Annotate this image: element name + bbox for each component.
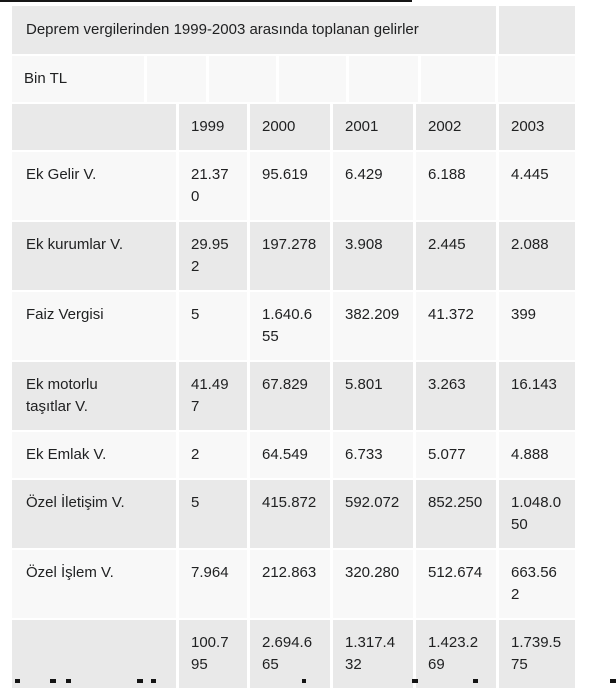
row-label: Ek Emlak V. xyxy=(12,432,176,478)
clipped-text-fragment xyxy=(302,679,306,683)
value-cell: 5.077 xyxy=(416,432,496,478)
value-cell: 41.497 xyxy=(179,362,247,430)
empty-cell xyxy=(209,56,276,102)
clipped-text-fragment xyxy=(610,679,616,683)
value-cell: 512.674 xyxy=(416,550,496,618)
value-cell: 2.088 xyxy=(499,222,575,290)
value-cell: 21.370 xyxy=(179,152,247,220)
year-header-2003: 2003 xyxy=(499,104,575,150)
value-cell: 64.549 xyxy=(250,432,330,478)
row-label: Faiz Vergisi xyxy=(12,292,176,360)
total-cell: 100.795 xyxy=(179,620,247,688)
row-label: Ek motorlu taşıtlar V. xyxy=(12,362,176,430)
total-cell: 2.694.665 xyxy=(250,620,330,688)
value-cell: 6.188 xyxy=(416,152,496,220)
clipped-text-fragment xyxy=(151,679,156,683)
clipped-text-fragment xyxy=(412,679,418,683)
year-header-2002: 2002 xyxy=(416,104,496,150)
value-cell: 16.143 xyxy=(499,362,575,430)
total-cell: 1.317.432 xyxy=(333,620,413,688)
value-cell: 382.209 xyxy=(333,292,413,360)
empty-cell xyxy=(498,56,575,102)
value-cell: 320.280 xyxy=(333,550,413,618)
value-cell: 399 xyxy=(499,292,575,360)
clipped-text-fragment xyxy=(137,679,143,683)
total-cell: 1.423.269 xyxy=(416,620,496,688)
table-row-ozel-islem: Özel İşlem V. 7.964 212.863 320.280 512.… xyxy=(12,550,575,618)
table-row-ek-gelir: Ek Gelir V. 21.370 95.619 6.429 6.188 4.… xyxy=(12,152,575,220)
clipped-text-fragment xyxy=(66,679,71,683)
value-cell: 3.263 xyxy=(416,362,496,430)
empty-cell xyxy=(421,56,495,102)
value-cell: 5.801 xyxy=(333,362,413,430)
value-cell: 212.863 xyxy=(250,550,330,618)
row-label: Ek Gelir V. xyxy=(12,152,176,220)
table-row-ek-motorlu-tasitlar: Ek motorlu taşıtlar V. 41.497 67.829 5.8… xyxy=(12,362,575,430)
clipped-text-fragment xyxy=(15,679,20,683)
value-cell: 1.640.655 xyxy=(250,292,330,360)
unit-label-cell: Bin TL xyxy=(12,56,144,102)
value-cell: 197.278 xyxy=(250,222,330,290)
value-cell: 67.829 xyxy=(250,362,330,430)
value-cell: 1.048.050 xyxy=(499,480,575,548)
tax-revenue-table: Deprem vergilerinden 1999-2003 arasında … xyxy=(12,6,575,688)
value-cell: 4.445 xyxy=(499,152,575,220)
value-cell: 5 xyxy=(179,292,247,360)
empty-cell xyxy=(12,104,176,150)
clipped-text-fragment xyxy=(50,679,56,683)
value-cell: 6.733 xyxy=(333,432,413,478)
clipped-element-edge-top xyxy=(0,0,412,2)
row-label: Özel İşlem V. xyxy=(12,550,176,618)
value-cell: 7.964 xyxy=(179,550,247,618)
table-title-empty-cell xyxy=(499,6,575,54)
empty-cell xyxy=(349,56,418,102)
value-cell: 592.072 xyxy=(333,480,413,548)
value-cell: 6.429 xyxy=(333,152,413,220)
year-header-2001: 2001 xyxy=(333,104,413,150)
table-row-ek-kurumlar: Ek kurumlar V. 29.952 197.278 3.908 2.44… xyxy=(12,222,575,290)
empty-cell xyxy=(12,620,176,688)
value-cell: 2 xyxy=(179,432,247,478)
table-row-faiz-vergisi: Faiz Vergisi 5 1.640.655 382.209 41.372 … xyxy=(12,292,575,360)
year-header-row: 1999 2000 2001 2002 2003 xyxy=(12,104,575,150)
value-cell: 415.872 xyxy=(250,480,330,548)
value-cell: 852.250 xyxy=(416,480,496,548)
row-label: Ek kurumlar V. xyxy=(12,222,176,290)
table-totals-row: 100.795 2.694.665 1.317.432 1.423.269 1.… xyxy=(12,620,575,688)
table-row-ek-emlak: Ek Emlak V. 2 64.549 6.733 5.077 4.888 xyxy=(12,432,575,478)
table-title: Deprem vergilerinden 1999-2003 arasında … xyxy=(12,6,496,54)
table-row-ozel-iletisim: Özel İletişim V. 5 415.872 592.072 852.2… xyxy=(12,480,575,548)
year-header-1999: 1999 xyxy=(179,104,247,150)
unit-row: Bin TL xyxy=(12,56,575,102)
value-cell: 663.562 xyxy=(499,550,575,618)
value-cell: 5 xyxy=(179,480,247,548)
value-cell: 3.908 xyxy=(333,222,413,290)
clipped-text-fragment xyxy=(473,679,478,683)
row-label: Özel İletişim V. xyxy=(12,480,176,548)
year-header-2000: 2000 xyxy=(250,104,330,150)
empty-cell xyxy=(147,56,206,102)
value-cell: 2.445 xyxy=(416,222,496,290)
value-cell: 41.372 xyxy=(416,292,496,360)
value-cell: 4.888 xyxy=(499,432,575,478)
empty-cell xyxy=(279,56,346,102)
value-cell: 29.952 xyxy=(179,222,247,290)
table-title-row: Deprem vergilerinden 1999-2003 arasında … xyxy=(12,6,575,54)
value-cell: 95.619 xyxy=(250,152,330,220)
total-cell: 1.739.575 xyxy=(499,620,575,688)
